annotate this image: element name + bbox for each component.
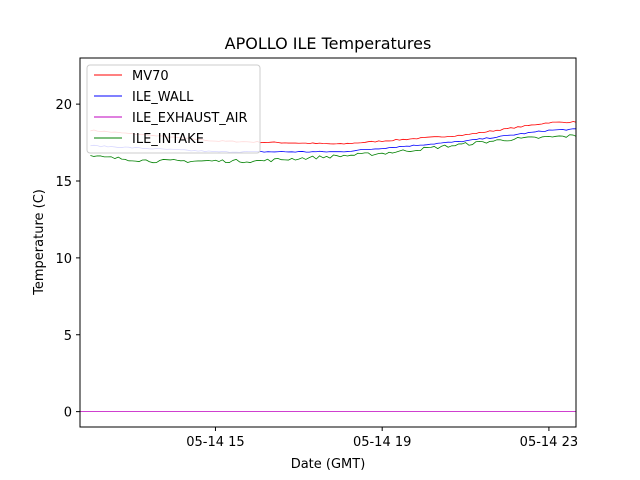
series-line-ile-intake bbox=[90, 134, 576, 164]
series-line-ile-wall bbox=[90, 128, 576, 153]
legend-label: ILE_WALL bbox=[132, 90, 194, 105]
chart-title: APOLLO ILE Temperatures bbox=[225, 34, 432, 53]
x-tick-label: 05-14 23 bbox=[520, 435, 578, 450]
y-tick-label: 15 bbox=[55, 175, 72, 190]
legend-label: MV70 bbox=[132, 69, 169, 84]
y-tick-label: 0 bbox=[64, 406, 72, 421]
y-axis-label: Temperature (C) bbox=[32, 189, 47, 296]
x-axis-label: Date (GMT) bbox=[291, 457, 366, 472]
legend-label: ILE_INTAKE bbox=[132, 132, 204, 147]
series-layer bbox=[80, 121, 576, 413]
legend: MV70 ILE_WALL ILE_EXHAUST_AIR ILE_INTAKE bbox=[86, 64, 261, 154]
legend-box bbox=[86, 64, 261, 154]
plot-border bbox=[79, 57, 577, 428]
y-tick-label: 20 bbox=[55, 98, 72, 113]
y-axis: 0 5 10 15 20 bbox=[55, 98, 80, 421]
series-line-mv70 bbox=[90, 121, 576, 145]
y-tick-label: 5 bbox=[64, 329, 72, 344]
y-tick-label: 10 bbox=[55, 252, 72, 267]
x-tick-label: 05-14 15 bbox=[186, 435, 244, 450]
x-tick-label: 05-14 19 bbox=[353, 435, 411, 450]
legend-label: ILE_EXHAUST_AIR bbox=[132, 111, 248, 126]
